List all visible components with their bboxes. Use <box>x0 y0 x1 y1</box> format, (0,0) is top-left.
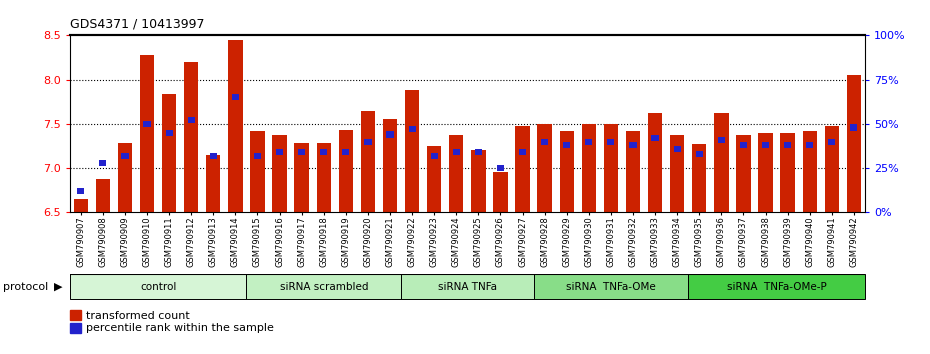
Bar <box>803 131 817 212</box>
Bar <box>254 153 261 159</box>
Text: ▶: ▶ <box>54 282 62 292</box>
Bar <box>846 75 861 212</box>
Bar <box>365 138 371 145</box>
Bar <box>581 124 596 212</box>
Bar <box>184 62 198 212</box>
Bar <box>140 55 154 212</box>
Bar <box>780 133 795 212</box>
Bar <box>342 149 350 155</box>
Bar <box>272 135 286 212</box>
Bar <box>100 160 106 166</box>
Bar <box>295 143 309 212</box>
Bar <box>829 138 835 145</box>
Bar <box>497 165 504 171</box>
Bar <box>493 172 508 212</box>
Bar <box>276 149 283 155</box>
Text: transformed count: transformed count <box>86 311 190 321</box>
Bar <box>762 142 769 148</box>
Bar <box>383 119 397 212</box>
Bar <box>718 137 724 143</box>
Bar <box>118 143 132 212</box>
Bar <box>387 131 393 138</box>
Text: protocol: protocol <box>3 282 48 292</box>
Bar <box>472 150 485 212</box>
Bar <box>714 113 728 212</box>
Text: siRNA scrambled: siRNA scrambled <box>280 282 368 292</box>
Bar <box>585 138 592 145</box>
Bar <box>784 142 791 148</box>
Bar <box>122 153 128 159</box>
Bar <box>405 90 419 212</box>
Text: control: control <box>140 282 177 292</box>
Bar <box>607 138 615 145</box>
Bar <box>339 130 353 212</box>
Bar <box>737 135 751 212</box>
Bar <box>758 133 773 212</box>
Bar <box>70 274 246 299</box>
Text: GDS4371 / 10413997: GDS4371 / 10413997 <box>70 18 205 31</box>
Bar <box>652 135 658 141</box>
Bar <box>538 124 551 212</box>
Text: siRNA  TNFa-OMe: siRNA TNFa-OMe <box>566 282 656 292</box>
Bar <box>427 146 442 212</box>
Bar <box>77 188 85 194</box>
Bar <box>688 274 865 299</box>
Bar <box>630 142 636 148</box>
Bar <box>475 149 482 155</box>
Bar <box>188 117 194 124</box>
Bar <box>299 149 305 155</box>
Bar <box>534 274 688 299</box>
Bar <box>206 155 220 212</box>
Bar <box>431 153 438 159</box>
Bar <box>143 121 151 127</box>
Bar <box>696 151 703 157</box>
Text: percentile rank within the sample: percentile rank within the sample <box>86 323 273 333</box>
Bar <box>73 199 88 212</box>
Bar <box>515 126 530 212</box>
Bar <box>453 149 459 155</box>
Bar <box>519 149 526 155</box>
Bar <box>228 40 243 212</box>
Bar <box>361 110 375 212</box>
Bar <box>210 153 217 159</box>
Bar <box>806 142 813 148</box>
Bar <box>825 126 839 212</box>
Bar <box>246 274 401 299</box>
Bar <box>250 131 265 212</box>
Bar <box>564 142 570 148</box>
Bar <box>96 179 110 212</box>
Bar <box>626 131 640 212</box>
Bar <box>850 124 857 131</box>
Bar <box>401 274 534 299</box>
Bar <box>740 142 747 148</box>
Bar <box>541 138 548 145</box>
Bar <box>162 94 177 212</box>
Bar <box>320 149 327 155</box>
Text: siRNA TNFa: siRNA TNFa <box>438 282 497 292</box>
Bar <box>604 124 618 212</box>
Bar <box>673 145 681 152</box>
Bar <box>449 135 463 212</box>
Bar <box>316 143 331 212</box>
Bar <box>692 144 707 212</box>
Bar <box>648 113 662 212</box>
Bar <box>166 130 173 136</box>
Text: siRNA  TNFa-OMe-P: siRNA TNFa-OMe-P <box>726 282 827 292</box>
Bar <box>670 135 684 212</box>
Bar <box>560 131 574 212</box>
Bar <box>408 126 416 132</box>
Bar <box>232 94 239 101</box>
